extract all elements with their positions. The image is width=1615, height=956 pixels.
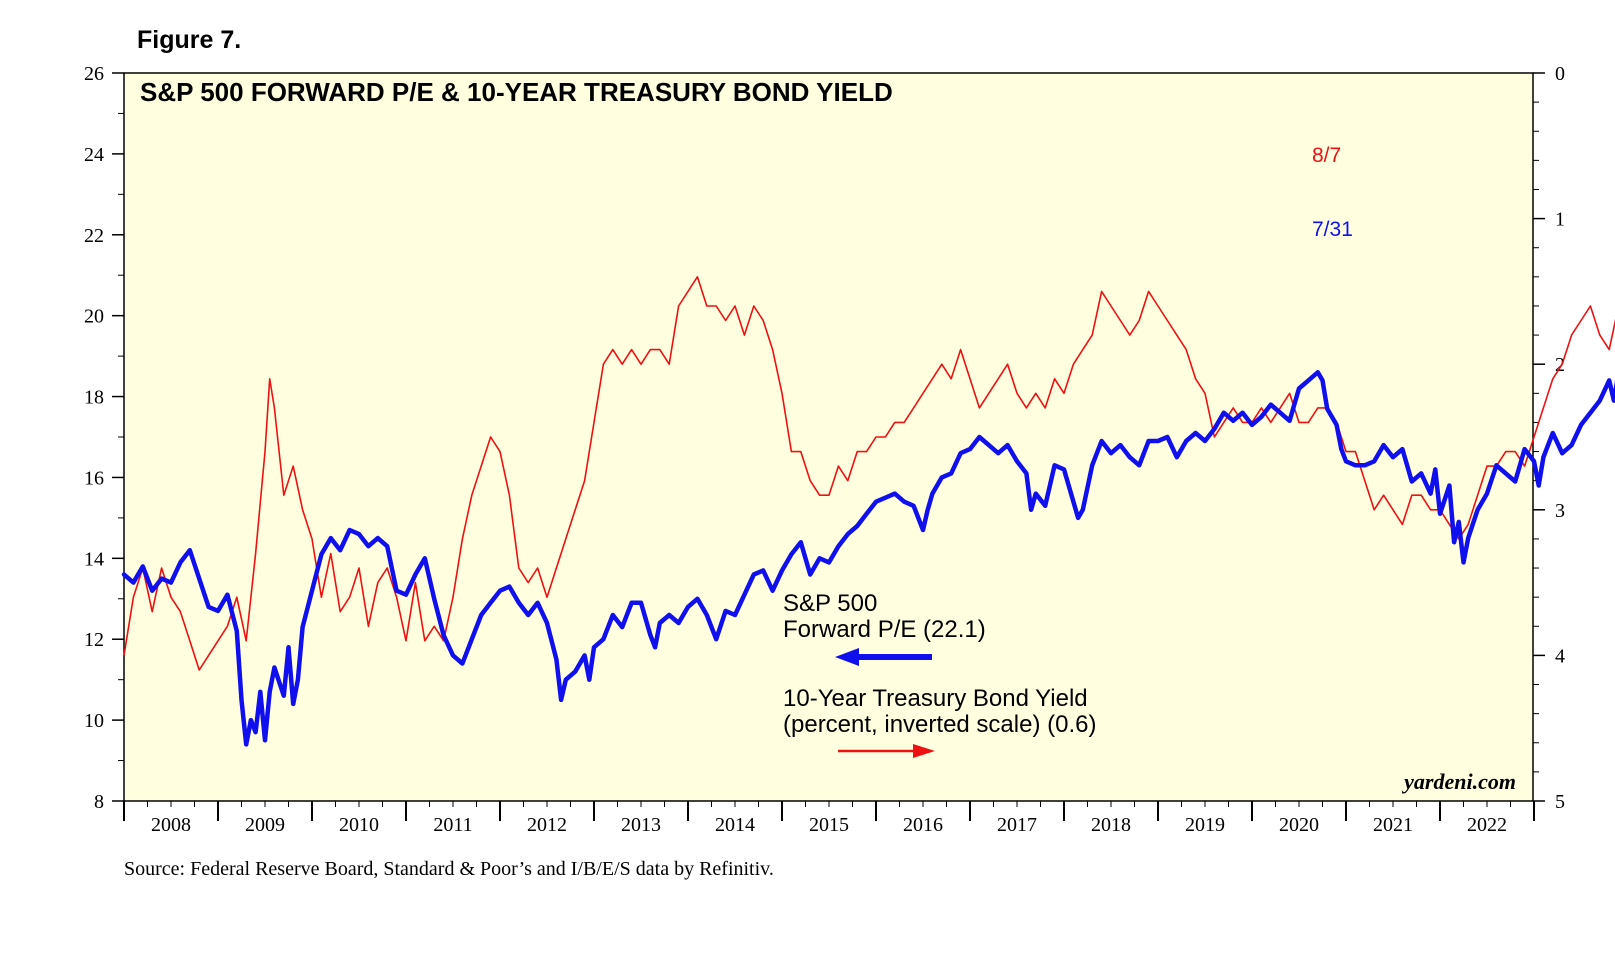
right-y-axis: 0 1 2 3 4 5 [1533, 63, 1565, 813]
x-tick-label: 2020 [1279, 814, 1319, 836]
legend-yield-arrowhead [913, 744, 935, 758]
right-tick-label: 4 [1555, 645, 1565, 667]
legend-yield-line1: 10-Year Treasury Bond Yield [783, 685, 1088, 712]
left-tick-label: 20 [84, 306, 104, 328]
legend-yield-line2: (percent, inverted scale) (0.6) [783, 711, 1096, 738]
left-tick-label: 12 [84, 629, 104, 651]
x-tick-label: 2021 [1373, 814, 1413, 836]
left-y-axis: 8 10 12 14 16 18 20 22 24 26 [84, 63, 124, 813]
right-tick-label: 1 [1555, 209, 1565, 231]
left-tick-label: 22 [84, 225, 104, 247]
series-layer [121, 275, 1615, 747]
x-axis: 2008 2009 2010 2011 2012 2013 2014 2015 2016 2017… [123, 801, 1535, 836]
x-tick-label: 2015 [809, 814, 849, 836]
end-label-pe: 7/31 [1312, 218, 1353, 241]
chart-title: S&P 500 FORWARD P/E & 10-YEAR TREASURY B… [140, 77, 893, 107]
left-tick-label: 14 [84, 548, 104, 570]
x-tick-label: 2017 [997, 814, 1037, 836]
right-tick-label: 2 [1555, 354, 1565, 376]
right-tick-label: 0 [1555, 63, 1565, 85]
left-tick-label: 24 [84, 144, 104, 166]
figure-label: Figure 7. [137, 26, 242, 54]
right-tick-label: 3 [1555, 500, 1565, 522]
x-tick-label: 2016 [903, 814, 943, 836]
legend-pe-arrowhead [835, 648, 859, 666]
legend-pe-line1: S&P 500 [783, 590, 877, 617]
left-tick-label: 10 [84, 710, 104, 732]
x-tick-label: 2013 [621, 814, 661, 836]
left-tick-label: 16 [84, 467, 104, 489]
x-tick-label: 2009 [245, 814, 285, 836]
x-tick-label: 2011 [433, 814, 472, 836]
left-tick-label: 18 [84, 387, 104, 409]
left-tick-label: 8 [94, 791, 104, 813]
source-note: Source: Federal Reserve Board, Standard … [124, 858, 774, 880]
x-tick-label: 2019 [1185, 814, 1225, 836]
x-tick-label: 2012 [527, 814, 567, 836]
x-tick-label: 2010 [339, 814, 379, 836]
end-label-yield: 8/7 [1312, 144, 1341, 167]
x-tick-label: 2022 [1467, 814, 1507, 836]
plot-background [123, 72, 1534, 802]
right-tick-label: 5 [1555, 791, 1565, 813]
legend-pe-line2: Forward P/E (22.1) [783, 616, 986, 643]
watermark: yardeni.com [1401, 769, 1516, 794]
forward-pe-line [121, 370, 1615, 747]
x-tick-label: 2008 [151, 814, 191, 836]
treasury-yield-line [123, 275, 1615, 671]
x-tick-label: 2018 [1091, 814, 1131, 836]
x-tick-label: 2014 [715, 814, 755, 836]
left-tick-label: 26 [84, 63, 104, 85]
